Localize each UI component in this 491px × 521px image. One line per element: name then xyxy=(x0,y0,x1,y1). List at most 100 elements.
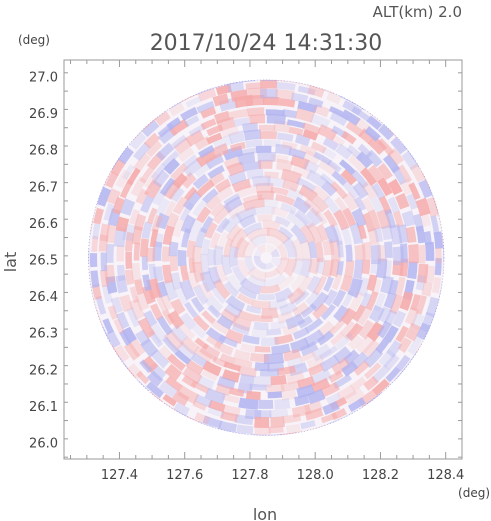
heatmap-cell xyxy=(282,413,302,424)
heatmap-cell xyxy=(246,169,264,180)
heatmap-cell xyxy=(223,196,243,214)
heatmap-cell xyxy=(367,135,387,155)
heatmap-cell xyxy=(142,274,152,292)
heatmap-cell xyxy=(201,310,216,325)
heatmap-cell xyxy=(378,349,397,368)
heatmap-cell xyxy=(342,207,357,227)
heatmap-cell xyxy=(281,141,298,151)
heatmap-cell xyxy=(288,147,307,160)
heatmap-cell xyxy=(267,177,286,188)
heatmap-cell xyxy=(215,84,232,96)
heatmap-cell xyxy=(147,95,167,113)
heatmap-cell xyxy=(259,131,278,140)
heatmap-cell xyxy=(320,381,340,398)
heatmap-cell xyxy=(219,353,236,366)
heatmap-cell xyxy=(252,375,272,388)
heatmap-cell xyxy=(280,380,301,392)
heatmap-cell xyxy=(226,161,245,177)
heatmap-cell xyxy=(159,177,176,196)
heatmap-cell xyxy=(336,240,344,258)
heatmap-cell xyxy=(367,227,380,246)
heatmap-cell xyxy=(135,102,156,122)
heatmap-cell xyxy=(260,79,278,89)
heatmap-cell xyxy=(100,252,108,272)
heatmap-cell xyxy=(224,328,244,345)
heatmap-cell xyxy=(377,138,395,157)
heatmap-cell xyxy=(244,94,265,107)
heatmap-cell xyxy=(304,407,324,421)
heatmap-cell xyxy=(323,209,338,228)
heatmap-cell xyxy=(311,194,329,213)
heatmap-cell xyxy=(200,106,217,119)
heatmap-cell xyxy=(342,418,360,433)
heatmap-cell xyxy=(292,301,311,318)
heatmap-cell xyxy=(194,394,213,408)
heatmap-cell xyxy=(230,315,252,332)
heatmap-cell xyxy=(128,339,146,358)
heatmap-cell xyxy=(191,324,207,339)
heatmap-cell xyxy=(124,231,135,252)
heatmap-cell xyxy=(155,197,171,217)
heatmap-cell xyxy=(351,207,367,228)
heatmap-cell xyxy=(200,216,214,234)
heatmap-cell xyxy=(255,182,274,194)
heatmap-cell xyxy=(356,151,373,169)
heatmap-cell xyxy=(275,143,292,156)
heatmap-cell xyxy=(377,177,393,197)
heatmap-cell xyxy=(233,349,251,362)
heatmap-cell xyxy=(182,366,203,384)
heatmap-cell xyxy=(395,354,411,372)
heatmap-cell xyxy=(317,124,338,141)
heatmap-cell xyxy=(242,239,257,258)
heatmap-cell xyxy=(180,171,197,189)
heatmap-cell xyxy=(233,236,250,258)
x-tick-label: 127.6 xyxy=(166,468,203,483)
heatmap-cell xyxy=(93,207,104,225)
heatmap-cell xyxy=(308,431,329,436)
heatmap-cell xyxy=(254,426,271,436)
heatmap-cell xyxy=(167,101,185,117)
heatmap-cell xyxy=(186,239,197,257)
heatmap-cell xyxy=(135,293,150,311)
heatmap-cell xyxy=(253,255,262,267)
heatmap-cell xyxy=(105,243,115,263)
y-tick-label: 26.9 xyxy=(29,107,58,122)
heatmap-cell xyxy=(341,109,361,126)
heatmap-cell xyxy=(211,287,227,305)
heatmap-cell xyxy=(110,296,124,314)
heatmap-cell xyxy=(366,321,385,342)
heatmap-cell xyxy=(204,295,224,315)
heatmap-cell xyxy=(408,244,419,264)
heatmap-cell xyxy=(226,224,242,242)
heatmap-cell xyxy=(311,343,333,362)
heatmap-cell xyxy=(258,399,274,409)
heatmap-cell xyxy=(305,207,324,226)
heatmap-cell xyxy=(242,334,260,345)
heatmap-cell xyxy=(124,269,135,285)
heatmap-cell xyxy=(286,119,306,129)
heatmap-cell xyxy=(201,368,218,382)
heatmap-cell xyxy=(230,141,246,152)
heatmap-cell xyxy=(268,297,289,311)
heatmap-cell xyxy=(305,290,321,307)
heatmap-cell xyxy=(425,296,440,318)
heatmap-cell xyxy=(182,189,202,211)
heatmap-cell xyxy=(345,244,353,262)
heatmap-cell xyxy=(221,254,233,276)
heatmap-cell xyxy=(263,352,285,365)
heatmap-cell xyxy=(285,313,306,330)
heatmap-cell xyxy=(223,193,241,206)
heatmap-cell xyxy=(119,294,134,313)
heatmap-cell xyxy=(270,257,283,268)
heatmap-cell xyxy=(351,170,369,189)
heatmap-cell xyxy=(175,286,189,305)
heatmap-cell xyxy=(370,195,384,214)
heatmap-cell xyxy=(348,397,366,412)
heatmap-cell xyxy=(348,291,364,312)
heatmap-cell xyxy=(251,328,266,338)
heatmap-cell xyxy=(175,342,197,362)
heatmap-cell xyxy=(113,318,125,335)
heatmap-cell xyxy=(283,258,298,277)
heatmap-cell xyxy=(263,139,281,148)
heatmap-cell xyxy=(363,94,383,111)
